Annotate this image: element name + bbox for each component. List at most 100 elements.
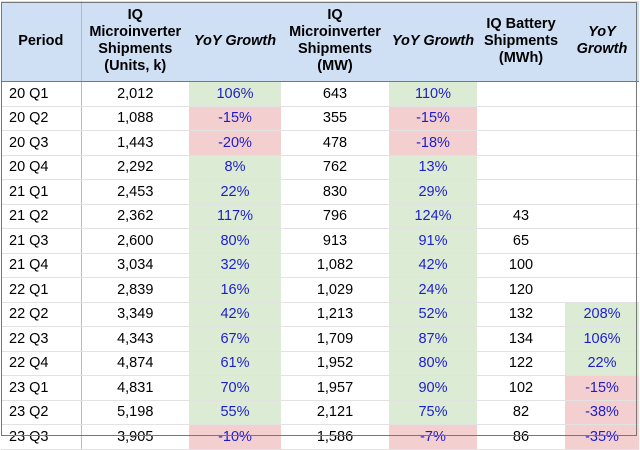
cell-period: 20 Q1 xyxy=(1,81,82,107)
cell-yoy-mw: 80% xyxy=(389,351,477,376)
table-row: 22 Q2 3,349 42% 1,213 52% 132 208% xyxy=(1,302,639,327)
cell-yoy-battery: 208% xyxy=(565,302,639,327)
table-row: 21 Q4 3,034 32% 1,082 42% 100 xyxy=(1,253,639,278)
cell-microinverter-units: 2,012 xyxy=(81,81,189,107)
table-row: 21 Q1 2,453 22% 830 29% xyxy=(1,179,639,205)
cell-yoy-battery xyxy=(565,228,639,254)
cell-yoy-battery xyxy=(565,130,639,156)
cell-yoy-battery xyxy=(565,81,639,107)
cell-microinverter-units: 4,831 xyxy=(81,375,189,401)
cell-microinverter-units: 2,839 xyxy=(81,277,189,303)
cell-yoy-battery xyxy=(565,179,639,205)
cell-yoy-battery: 22% xyxy=(565,351,639,376)
cell-yoy-units: 42% xyxy=(189,302,281,327)
table-row: 20 Q4 2,292 8% 762 13% xyxy=(1,155,639,180)
cell-battery-mwh: 102 xyxy=(477,375,565,401)
cell-yoy-units: 106% xyxy=(189,81,281,107)
cell-microinverter-units: 4,874 xyxy=(81,351,189,376)
cell-yoy-mw: 42% xyxy=(389,253,477,278)
cell-microinverter-mw: 1,082 xyxy=(281,253,389,278)
cell-yoy-units: 80% xyxy=(189,228,281,254)
cell-yoy-units: 117% xyxy=(189,204,281,229)
header-yoy-mw: YoY Growth xyxy=(389,1,477,82)
table-row: 20 Q2 1,088 -15% 355 -15% xyxy=(1,106,639,131)
cell-period: 22 Q2 xyxy=(1,302,82,327)
cell-yoy-mw: 87% xyxy=(389,326,477,352)
table-row: 22 Q3 4,343 67% 1,709 87% 134 106% xyxy=(1,326,639,352)
cell-yoy-mw: -18% xyxy=(389,130,477,156)
cell-yoy-units: 67% xyxy=(189,326,281,352)
cell-battery-mwh: 43 xyxy=(477,204,565,229)
cell-yoy-mw: 91% xyxy=(389,228,477,254)
table-row: 22 Q1 2,839 16% 1,029 24% 120 xyxy=(1,277,639,303)
cell-battery-mwh xyxy=(477,155,565,180)
cell-microinverter-units: 2,362 xyxy=(81,204,189,229)
cell-period: 22 Q4 xyxy=(1,351,82,376)
cell-period: 23 Q1 xyxy=(1,375,82,401)
cell-microinverter-mw: 830 xyxy=(281,179,389,205)
cell-microinverter-mw: 762 xyxy=(281,155,389,180)
cell-yoy-units: 22% xyxy=(189,179,281,205)
cell-microinverter-units: 2,292 xyxy=(81,155,189,180)
cell-microinverter-units: 1,443 xyxy=(81,130,189,156)
cell-yoy-mw: 90% xyxy=(389,375,477,401)
header-battery-mwh: IQ Battery Shipments (MWh) xyxy=(477,1,565,82)
cell-yoy-units: 32% xyxy=(189,253,281,278)
cell-yoy-mw: 52% xyxy=(389,302,477,327)
cell-microinverter-units: 5,198 xyxy=(81,400,189,425)
table-row: 20 Q3 1,443 -20% 478 -18% xyxy=(1,130,639,156)
cell-battery-mwh: 100 xyxy=(477,253,565,278)
cell-yoy-battery xyxy=(565,277,639,303)
header-yoy-battery: YoY Growth xyxy=(565,1,639,82)
table-body: 20 Q1 2,012 106% 643 110% 20 Q2 1,088 -15% 355 -1… xyxy=(1,81,639,450)
cell-microinverter-units: 4,343 xyxy=(81,326,189,352)
cell-yoy-battery: 106% xyxy=(565,326,639,352)
cell-battery-mwh: 65 xyxy=(477,228,565,254)
cell-microinverter-mw: 478 xyxy=(281,130,389,156)
cell-period: 20 Q3 xyxy=(1,130,82,156)
cell-period: 20 Q4 xyxy=(1,155,82,180)
cell-yoy-mw: 124% xyxy=(389,204,477,229)
cell-battery-mwh: 134 xyxy=(477,326,565,352)
cell-yoy-battery xyxy=(565,106,639,131)
cell-microinverter-mw: 1,952 xyxy=(281,351,389,376)
cell-yoy-battery: -15% xyxy=(565,375,639,401)
cell-microinverter-units: 2,453 xyxy=(81,179,189,205)
cell-battery-mwh: 120 xyxy=(477,277,565,303)
table-row: 20 Q1 2,012 106% 643 110% xyxy=(1,81,639,107)
cell-yoy-battery xyxy=(565,204,639,229)
cell-microinverter-units: 3,349 xyxy=(81,302,189,327)
cell-yoy-mw: 24% xyxy=(389,277,477,303)
cell-microinverter-mw: 2,121 xyxy=(281,400,389,425)
cell-microinverter-mw: 1,957 xyxy=(281,375,389,401)
table-row: 22 Q4 4,874 61% 1,952 80% 122 22% xyxy=(1,351,639,376)
header-yoy-units: YoY Growth xyxy=(189,1,281,82)
cell-yoy-battery: -38% xyxy=(565,400,639,425)
cell-battery-mwh xyxy=(477,179,565,205)
header-microinverter-mw: IQ Microinverter Shipments (MW) xyxy=(281,1,389,82)
cell-microinverter-mw: 355 xyxy=(281,106,389,131)
cell-yoy-units: 55% xyxy=(189,400,281,425)
header-period: Period xyxy=(1,1,82,82)
cell-yoy-mw: 110% xyxy=(389,81,477,107)
cell-battery-mwh: 122 xyxy=(477,351,565,376)
cell-yoy-units: -20% xyxy=(189,130,281,156)
cell-period: 21 Q1 xyxy=(1,179,82,205)
cell-microinverter-mw: 1,709 xyxy=(281,326,389,352)
header-microinverter-units: IQ Microinverter Shipments (Units, k) xyxy=(81,1,189,82)
cell-period: 21 Q2 xyxy=(1,204,82,229)
cell-microinverter-mw: 643 xyxy=(281,81,389,107)
cell-period: 21 Q3 xyxy=(1,228,82,254)
cell-period: 23 Q2 xyxy=(1,400,82,425)
cell-yoy-units: 70% xyxy=(189,375,281,401)
cell-period: 21 Q4 xyxy=(1,253,82,278)
cell-yoy-battery xyxy=(565,155,639,180)
cell-period: 20 Q2 xyxy=(1,106,82,131)
cell-battery-mwh xyxy=(477,130,565,156)
cell-microinverter-units: 2,600 xyxy=(81,228,189,254)
cell-yoy-units: 16% xyxy=(189,277,281,303)
cell-yoy-units: -15% xyxy=(189,106,281,131)
cell-period: 22 Q1 xyxy=(1,277,82,303)
